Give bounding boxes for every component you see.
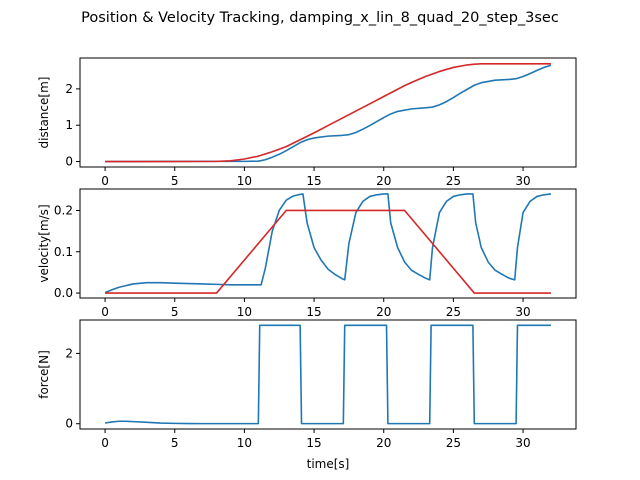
velocity-ytick-label: 0.1 [54, 245, 73, 259]
distance-ylabel: distance[m] [37, 77, 51, 149]
velocity-xtick-label: 15 [306, 305, 321, 319]
force-xtick-label: 15 [306, 436, 321, 450]
distance-xtick-label: 0 [101, 174, 109, 188]
chart-title: Position & Velocity Tracking, damping_x_… [81, 10, 559, 26]
distance-subplot: 0 5 10 15 20 25 30 0 1 2 distance[m] [37, 57, 577, 188]
velocity-xtick-label: 10 [237, 305, 252, 319]
force-ytick-label: 0 [65, 417, 73, 431]
velocity-xtick-label: 30 [515, 305, 530, 319]
force-xtick-label: 5 [171, 436, 179, 450]
velocity-axes-frame [79, 188, 577, 299]
x-axis-label: time[s] [307, 457, 350, 471]
force-axes-frame [79, 319, 577, 430]
distance-ytick-label: 0 [65, 155, 73, 169]
velocity-xtick-label: 25 [446, 305, 461, 319]
force-ylabel: force[N] [37, 350, 51, 399]
force-xtick-label: 30 [515, 436, 530, 450]
velocity-xtick-label: 5 [171, 305, 179, 319]
force-ytick-label: 2 [65, 346, 73, 360]
velocity-ytick-label: 0.0 [54, 286, 73, 300]
velocity-series-red-line [105, 209, 551, 294]
distance-series-red-line [105, 63, 551, 163]
force-xtick-label: 20 [376, 436, 391, 450]
force-xtick-label: 10 [237, 436, 252, 450]
force-subplot: 0 5 10 15 20 25 30 0 2 force[N] [37, 319, 577, 450]
velocity-subplot: 0 5 10 15 20 25 30 0.0 0.1 0.2 velocity[m/s] [37, 188, 577, 319]
distance-xtick-label: 30 [515, 174, 530, 188]
distance-ytick-label: 1 [65, 118, 73, 132]
distance-xtick-label: 20 [376, 174, 391, 188]
force-xtick-label: 25 [446, 436, 461, 450]
velocity-xtick-label: 20 [376, 305, 391, 319]
distance-xtick-label: 25 [446, 174, 461, 188]
distance-axes-frame [79, 57, 577, 168]
distance-xtick-label: 10 [237, 174, 252, 188]
distance-xtick-label: 15 [306, 174, 321, 188]
velocity-ylabel: velocity[m/s] [37, 204, 51, 282]
distance-ytick-label: 2 [65, 82, 73, 96]
velocity-ytick-label: 0.2 [54, 203, 73, 217]
force-series-blue-line [104, 324, 551, 425]
distance-xtick-label: 5 [171, 174, 179, 188]
velocity-series-blue-line [104, 193, 552, 294]
force-xtick-label: 0 [101, 436, 109, 450]
distance-series-blue-line [105, 64, 552, 163]
velocity-xtick-label: 0 [101, 305, 109, 319]
